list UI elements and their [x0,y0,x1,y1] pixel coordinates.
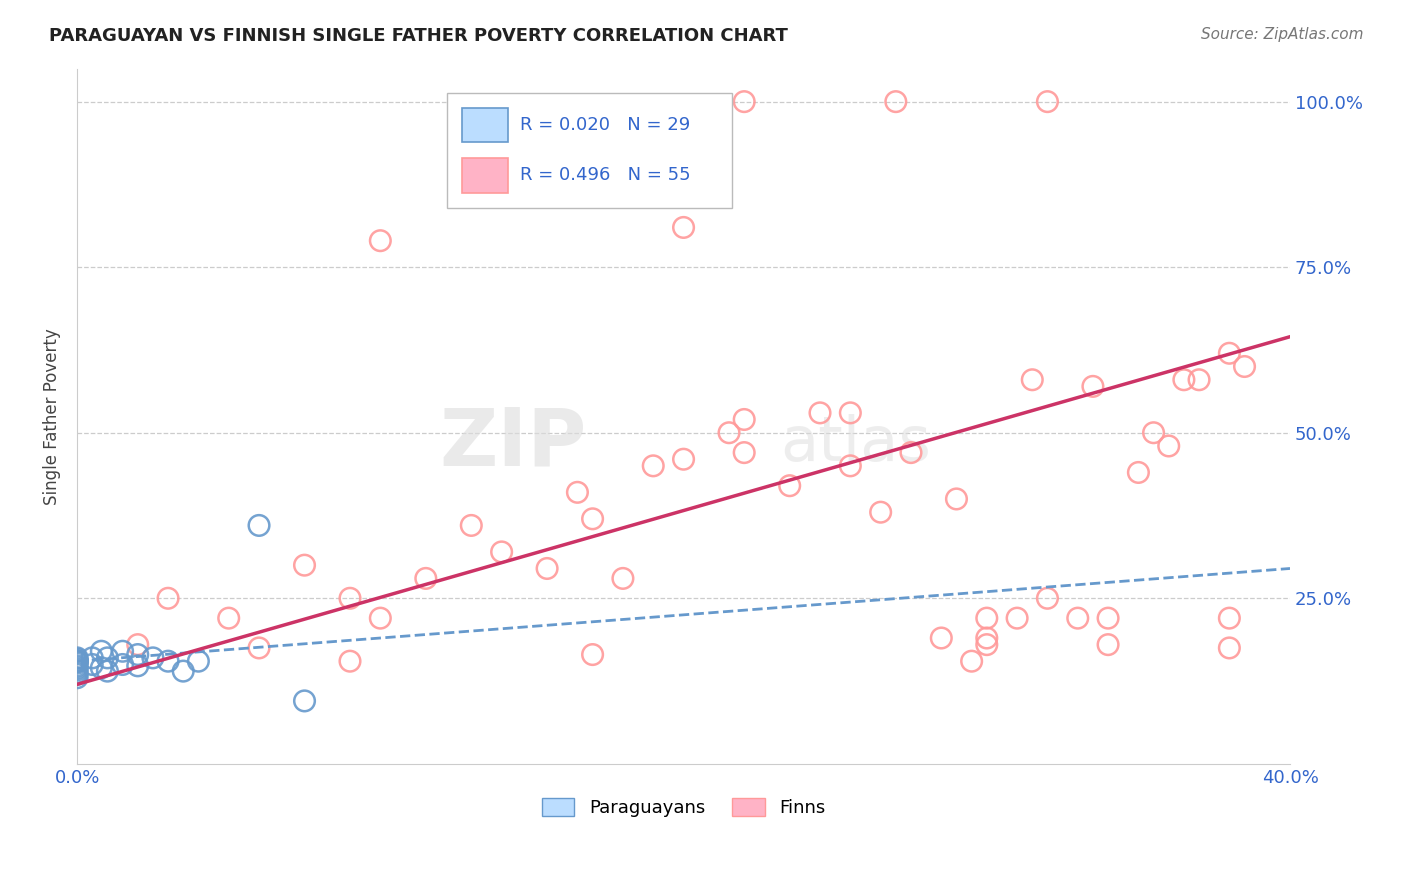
Point [612,571,634,585]
Text: R = 0.020   N = 29: R = 0.020 N = 29 [520,116,690,134]
Point [779,479,801,493]
Point [96,664,118,678]
Point [96,651,118,665]
Point [945,491,967,506]
Point [370,234,392,248]
Point [82,657,104,672]
Point [733,412,755,426]
Point [247,640,270,655]
Point [567,485,589,500]
Point [976,631,998,645]
Point [66,665,89,680]
Point [1218,640,1240,655]
Point [1233,359,1256,374]
Text: atlas: atlas [780,414,931,474]
Point [66,661,89,675]
Point [157,591,180,606]
Point [718,425,741,440]
Point [976,638,998,652]
Text: R = 0.496   N = 55: R = 0.496 N = 55 [520,167,690,185]
Point [127,648,149,662]
Point [900,445,922,459]
Bar [461,108,508,143]
Point [839,406,862,420]
Point [66,652,89,666]
Point [66,651,89,665]
Point [536,561,558,575]
Point [66,654,89,668]
Point [733,445,755,459]
Point [1067,611,1090,625]
Point [66,671,89,685]
Point [581,648,603,662]
Point [1036,591,1059,606]
Point [127,638,149,652]
Point [66,663,89,677]
Point [869,505,891,519]
Point [808,406,831,420]
Legend: Paraguayans, Finns: Paraguayans, Finns [534,790,832,824]
Point [976,611,998,625]
Point [415,571,437,585]
Point [960,654,983,668]
Point [294,694,316,708]
Point [1097,611,1119,625]
Point [1218,346,1240,360]
Point [66,654,89,668]
Point [90,661,112,675]
Point [90,644,112,658]
Point [1005,611,1028,625]
Point [82,651,104,665]
Point [111,657,134,672]
Point [157,654,180,668]
Text: Source: ZipAtlas.com: Source: ZipAtlas.com [1201,27,1364,42]
Point [66,658,89,673]
Point [672,452,695,467]
Point [672,220,695,235]
Point [1173,373,1195,387]
Point [884,95,907,109]
Point [187,654,209,668]
Point [581,512,603,526]
Point [1142,425,1164,440]
Point [111,644,134,658]
Point [733,95,755,109]
Point [491,545,513,559]
Point [66,654,89,668]
Point [218,611,240,625]
Text: PARAGUAYAN VS FINNISH SINGLE FATHER POVERTY CORRELATION CHART: PARAGUAYAN VS FINNISH SINGLE FATHER POVE… [49,27,789,45]
Point [1218,611,1240,625]
Point [294,558,316,573]
Point [1128,466,1150,480]
Point [66,667,89,681]
Point [339,654,361,668]
Point [460,518,482,533]
Bar [461,158,508,193]
Point [339,591,361,606]
Point [172,664,194,678]
Point [1097,638,1119,652]
FancyBboxPatch shape [447,93,733,208]
Point [66,654,89,668]
Point [66,656,89,670]
Point [1021,373,1043,387]
Point [643,458,665,473]
Y-axis label: Single Father Poverty: Single Father Poverty [44,327,60,505]
Point [1157,439,1180,453]
Point [929,631,952,645]
Point [1081,379,1104,393]
Point [1188,373,1211,387]
Point [1036,95,1059,109]
Point [127,658,149,673]
Point [370,611,392,625]
Text: ZIP: ZIP [439,405,586,483]
Point [142,651,165,665]
Point [839,458,862,473]
Point [247,518,270,533]
Point [66,654,89,668]
